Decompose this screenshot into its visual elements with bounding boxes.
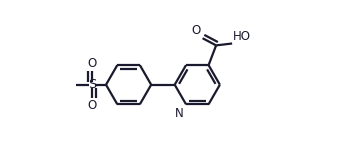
Text: HO: HO — [233, 30, 251, 43]
Text: O: O — [192, 24, 201, 37]
Text: O: O — [87, 57, 97, 70]
Text: N: N — [175, 107, 184, 120]
Text: S: S — [88, 78, 96, 91]
Text: O: O — [87, 99, 97, 112]
